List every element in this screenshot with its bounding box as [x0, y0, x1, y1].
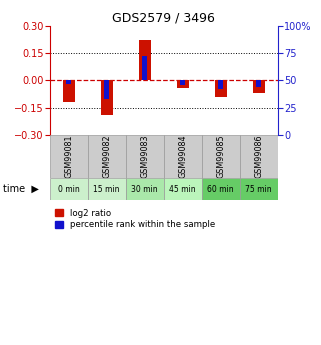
Legend: log2 ratio, percentile rank within the sample: log2 ratio, percentile rank within the s… — [54, 208, 216, 230]
Bar — [240, 135, 278, 178]
Bar — [126, 135, 164, 178]
Text: 75 min: 75 min — [245, 185, 272, 194]
Text: GSM99086: GSM99086 — [254, 135, 263, 178]
Bar — [164, 135, 202, 178]
Text: 15 min: 15 min — [93, 185, 120, 194]
Text: GSM99082: GSM99082 — [102, 135, 111, 178]
Text: GSM99084: GSM99084 — [178, 135, 187, 178]
Bar — [63, 80, 75, 102]
Title: GDS2579 / 3496: GDS2579 / 3496 — [112, 12, 215, 25]
Text: 0 min: 0 min — [58, 185, 80, 194]
Text: GSM99081: GSM99081 — [64, 135, 73, 178]
Text: GSM99083: GSM99083 — [140, 135, 149, 178]
Text: GSM99085: GSM99085 — [216, 135, 225, 178]
Text: time  ▶: time ▶ — [3, 184, 39, 194]
Bar — [240, 178, 278, 200]
Bar — [218, 80, 223, 89]
Bar — [50, 178, 88, 200]
Bar — [126, 178, 164, 200]
Bar — [104, 80, 109, 99]
Bar — [88, 135, 126, 178]
Bar — [50, 135, 88, 178]
Bar — [202, 135, 240, 178]
Text: 45 min: 45 min — [169, 185, 196, 194]
Bar — [180, 80, 185, 85]
Text: 60 min: 60 min — [207, 185, 234, 194]
Bar — [88, 178, 126, 200]
Bar — [256, 80, 261, 87]
Bar — [177, 80, 189, 88]
Bar — [101, 80, 113, 115]
Bar — [142, 56, 147, 80]
Bar — [164, 178, 202, 200]
Text: 30 min: 30 min — [131, 185, 158, 194]
Bar — [253, 80, 265, 93]
Bar — [66, 80, 71, 83]
Bar — [215, 80, 227, 97]
Bar — [202, 178, 240, 200]
Bar — [139, 40, 151, 80]
